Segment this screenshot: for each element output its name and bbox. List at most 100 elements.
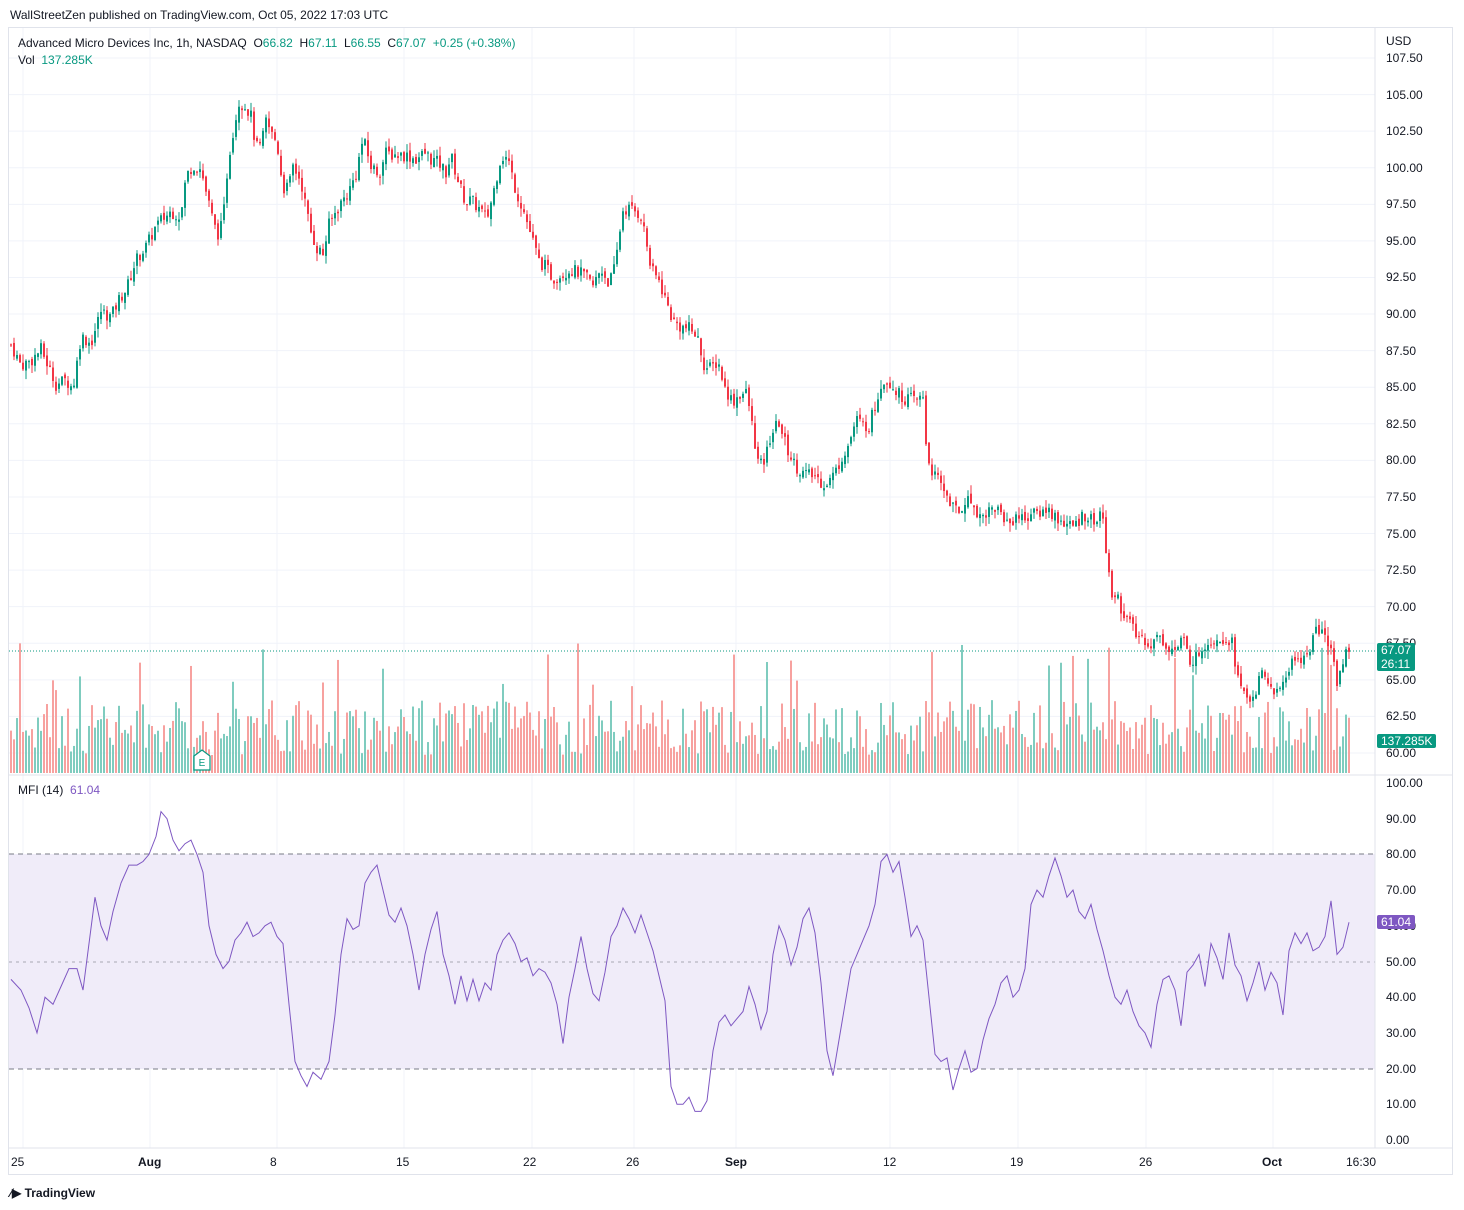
volume-bar [661,700,663,773]
currency-label: USD [1386,34,1412,48]
candle-body [1264,671,1266,677]
candle-body [1066,523,1068,527]
high-value: 67.11 [308,36,338,50]
volume-bar [358,728,360,773]
candle-body [883,384,885,390]
volume-bar [1114,701,1116,773]
volume-legend[interactable]: Vol 137.285K [18,53,93,67]
candle-body [187,170,189,182]
volume-bar [43,714,45,773]
volume-bar [928,712,930,773]
candle-body [1258,676,1260,695]
volume-bar [484,732,486,773]
candle-body [139,254,141,261]
candle-body [349,186,351,201]
candle-body [1321,629,1323,634]
candle-body [523,209,525,213]
volume-bar [628,730,630,773]
volume-bar [718,712,720,773]
volume-bar [463,703,465,773]
mfi-line [10,810,1350,1112]
volume-bar [994,728,996,773]
volume-bar [940,731,942,773]
candle-body [1168,646,1170,652]
price-tick-label: 95.00 [1386,233,1417,248]
candle-body [178,219,180,222]
candle-body [664,292,666,296]
volume-bar [751,722,753,773]
candle-body [979,514,981,519]
volume-bar [454,706,456,773]
volume-bar [1057,750,1059,773]
candle-body [898,388,900,398]
volume-bar [85,753,87,773]
candle-body [490,202,492,220]
volume-bar [1327,646,1329,773]
candle-body [655,266,657,276]
volume-bar [421,700,423,773]
volume-bar [859,716,861,773]
volume-bar [391,744,393,773]
volume-bar [991,700,993,773]
volume-bar [1120,721,1122,773]
candle-body [1141,634,1143,636]
candle-body [25,360,27,371]
volume-bar [76,728,78,773]
candle-body [1135,623,1137,638]
volume-bar [568,721,570,773]
volume-bar [160,752,162,773]
candle-body [637,210,639,218]
volume-bar [577,643,579,773]
candle-body [598,273,600,279]
volume-bar [247,716,249,773]
candle-body [712,362,714,364]
volume-bar [442,741,444,773]
mfi-legend[interactable]: MFI (14) 61.04 [18,783,100,797]
volume-bar [604,731,606,773]
price-legend[interactable]: Advanced Micro Devices Inc, 1h, NASDAQ O… [18,36,515,50]
candle-body [88,342,90,346]
volume-bar [439,702,441,773]
volume-bar [748,735,750,773]
volume-bar [253,722,255,773]
volume-bar [973,704,975,773]
candle-body [592,280,594,286]
volume-bar [46,704,48,773]
volume-bar [112,744,114,773]
candle-body [568,273,570,279]
candle-body [1057,512,1059,524]
volume-bar [337,659,339,773]
volume-bar [1321,647,1323,773]
volume-bar [1336,708,1338,773]
volume-bar [217,712,219,773]
candle-body [997,506,999,511]
volume-bar [643,729,645,773]
volume-bar [892,702,894,773]
volume-bar [1192,675,1194,773]
volume-bar [955,726,957,773]
volume-bar [1330,664,1332,773]
volume-bar [1225,719,1227,773]
volume-bar [331,745,333,773]
candle-body [991,507,993,510]
candle-body [1237,665,1239,676]
candle-body [550,264,552,280]
candle-body [379,176,381,178]
volume-bar [451,714,453,773]
candle-body [109,314,111,323]
volume-bar [565,734,567,773]
volume-bar [670,748,672,773]
volume-bar [580,753,582,773]
volume-bar [1246,731,1248,773]
candle-body [958,506,960,513]
candle-body [1126,615,1128,617]
volume-bar [958,730,960,773]
volume-bar [1195,730,1197,773]
volume-bar [781,703,783,773]
earnings-marker[interactable]: E [193,749,211,771]
volume-bar [118,705,120,773]
candle-body [391,149,393,160]
tradingview-logo[interactable]: ⁄▶ TradingView [10,1186,95,1200]
candle-body [616,249,618,265]
